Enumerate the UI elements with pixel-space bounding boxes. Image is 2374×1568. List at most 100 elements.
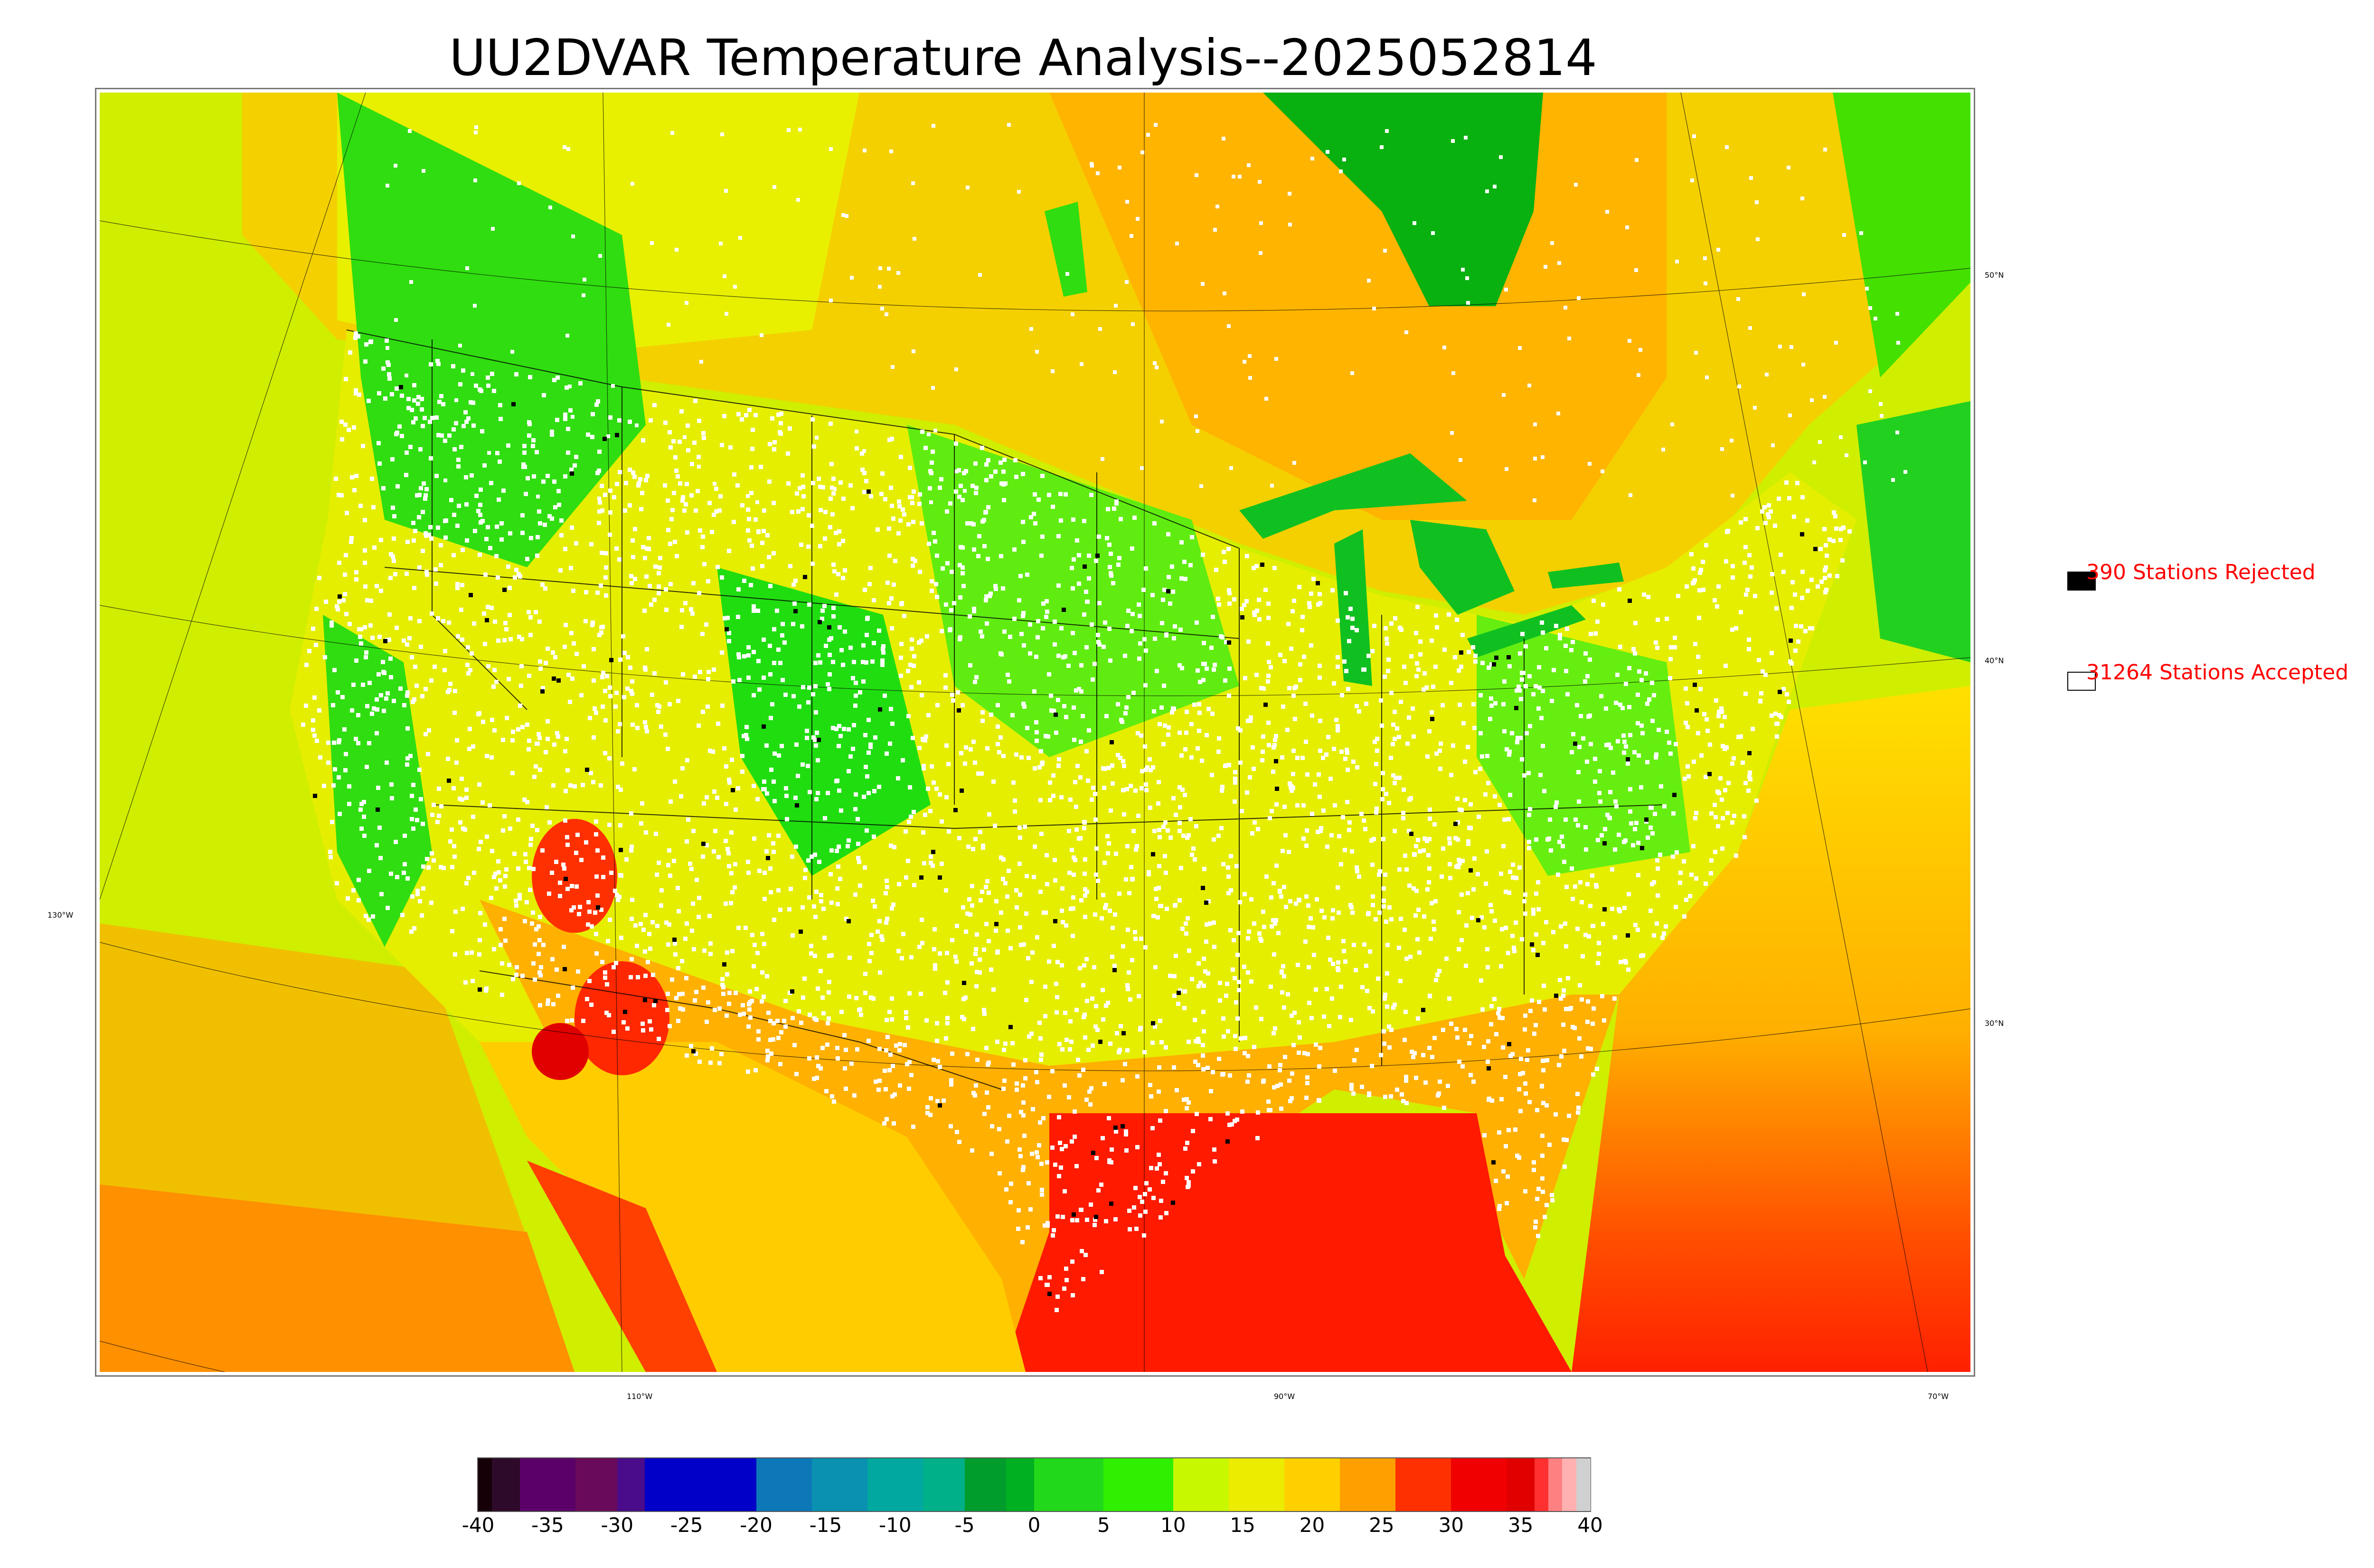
station-accepted-dot (541, 686, 545, 690)
station-accepted-dot (1243, 360, 1246, 364)
colorbar-tick-label: -25 (670, 1513, 703, 1537)
station-accepted-dot (826, 791, 830, 795)
station-accepted-dot (597, 450, 602, 454)
station-accepted-dot (1002, 629, 1007, 634)
station-accepted-dot (351, 683, 356, 687)
station-accepted-dot (862, 490, 867, 494)
station-accepted-dot (538, 1003, 542, 1007)
station-accepted-dot (1154, 123, 1158, 127)
station-accepted-dot (517, 181, 521, 185)
station-accepted-dot (1105, 834, 1110, 838)
station-accepted-dot (896, 776, 900, 780)
station-accepted-dot (659, 903, 663, 908)
station-accepted-dot (1533, 1225, 1537, 1230)
station-accepted-dot (520, 725, 525, 729)
station-accepted-dot (1027, 1034, 1031, 1039)
station-accepted-dot (1288, 781, 1292, 786)
station-accepted-dot (1102, 767, 1107, 771)
station-accepted-dot (965, 1052, 970, 1056)
station-accepted-dot (1662, 804, 1667, 808)
station-accepted-dot (985, 746, 989, 751)
station-accepted-dot (1300, 756, 1305, 760)
station-accepted-dot (1078, 775, 1083, 779)
station-accepted-dot (1342, 158, 1346, 161)
station-accepted-dot (433, 665, 437, 669)
station-accepted-dot (883, 694, 887, 698)
station-accepted-dot (1895, 431, 1899, 434)
station-accepted-dot (765, 533, 770, 537)
station-accepted-dot (816, 758, 820, 762)
station-accepted-dot (1197, 1162, 1201, 1166)
station-rejected-dot (383, 639, 387, 643)
station-accepted-dot (1538, 773, 1543, 777)
station-accepted-dot (1354, 968, 1358, 972)
station-accepted-dot (760, 932, 764, 936)
station-accepted-dot (1685, 701, 1689, 705)
station-accepted-dot (1446, 1084, 1450, 1088)
station-accepted-dot (930, 764, 934, 769)
station-accepted-dot (779, 1030, 783, 1034)
station-accepted-dot (969, 747, 973, 751)
station-accepted-dot (911, 736, 915, 740)
station-accepted-dot (1583, 825, 1588, 829)
station-accepted-dot (1187, 1040, 1191, 1044)
station-accepted-dot (974, 675, 979, 679)
station-accepted-dot (776, 648, 781, 652)
station-accepted-dot (1701, 560, 1705, 564)
station-accepted-dot (1123, 711, 1128, 715)
station-accepted-dot (812, 904, 816, 909)
station-accepted-dot (1650, 719, 1655, 723)
station-accepted-dot (689, 607, 693, 611)
station-accepted-dot (1216, 597, 1220, 601)
station-accepted-dot (1441, 703, 1445, 707)
station-accepted-dot (929, 854, 933, 859)
station-accepted-dot (550, 430, 554, 434)
station-accepted-dot (1594, 884, 1599, 889)
station-accepted-dot (1072, 855, 1076, 860)
station-accepted-dot (339, 493, 344, 498)
station-accepted-dot (954, 441, 958, 446)
station-accepted-dot (815, 1076, 819, 1080)
station-accepted-dot (433, 567, 438, 572)
station-accepted-dot (841, 663, 845, 667)
station-accepted-dot (1227, 667, 1232, 671)
station-accepted-dot (1093, 817, 1098, 822)
station-accepted-dot (451, 364, 455, 368)
station-accepted-dot (584, 840, 588, 845)
station-accepted-dot (1512, 949, 1517, 953)
station-accepted-dot (1085, 600, 1089, 604)
station-accepted-dot (1119, 718, 1123, 722)
station-accepted-dot (411, 420, 415, 424)
station-accepted-dot (1634, 268, 1638, 272)
station-accepted-dot (1823, 568, 1827, 573)
station-accepted-dot (674, 469, 678, 473)
station-accepted-dot (307, 649, 311, 653)
station-rejected-dot (725, 627, 729, 631)
station-accepted-dot (1380, 797, 1385, 801)
station-accepted-dot (705, 1020, 709, 1024)
station-accepted-dot (603, 976, 607, 980)
station-accepted-dot (377, 826, 382, 830)
station-accepted-dot (1405, 742, 1410, 746)
station-accepted-dot (827, 687, 831, 691)
station-accepted-dot (705, 795, 709, 799)
station-accepted-dot (1243, 1051, 1247, 1055)
station-accepted-dot (1618, 703, 1622, 707)
station-accepted-dot (1056, 654, 1061, 658)
station-accepted-dot (1531, 692, 1536, 696)
station-accepted-dot (1536, 907, 1541, 911)
station-accepted-dot (632, 767, 637, 771)
station-accepted-dot (434, 474, 439, 478)
station-accepted-dot (1365, 989, 1369, 993)
station-accepted-dot (1142, 637, 1147, 641)
station-accepted-dot (1190, 853, 1194, 857)
station-accepted-dot (1232, 597, 1236, 601)
station-accepted-dot (678, 1006, 682, 1011)
station-accepted-dot (1537, 1000, 1541, 1004)
station-accepted-dot (1180, 666, 1184, 670)
station-accepted-dot (406, 397, 411, 401)
station-accepted-dot (729, 901, 733, 905)
station-accepted-dot (1348, 903, 1353, 907)
station-accepted-dot (410, 655, 414, 659)
station-accepted-dot (1279, 1082, 1283, 1087)
